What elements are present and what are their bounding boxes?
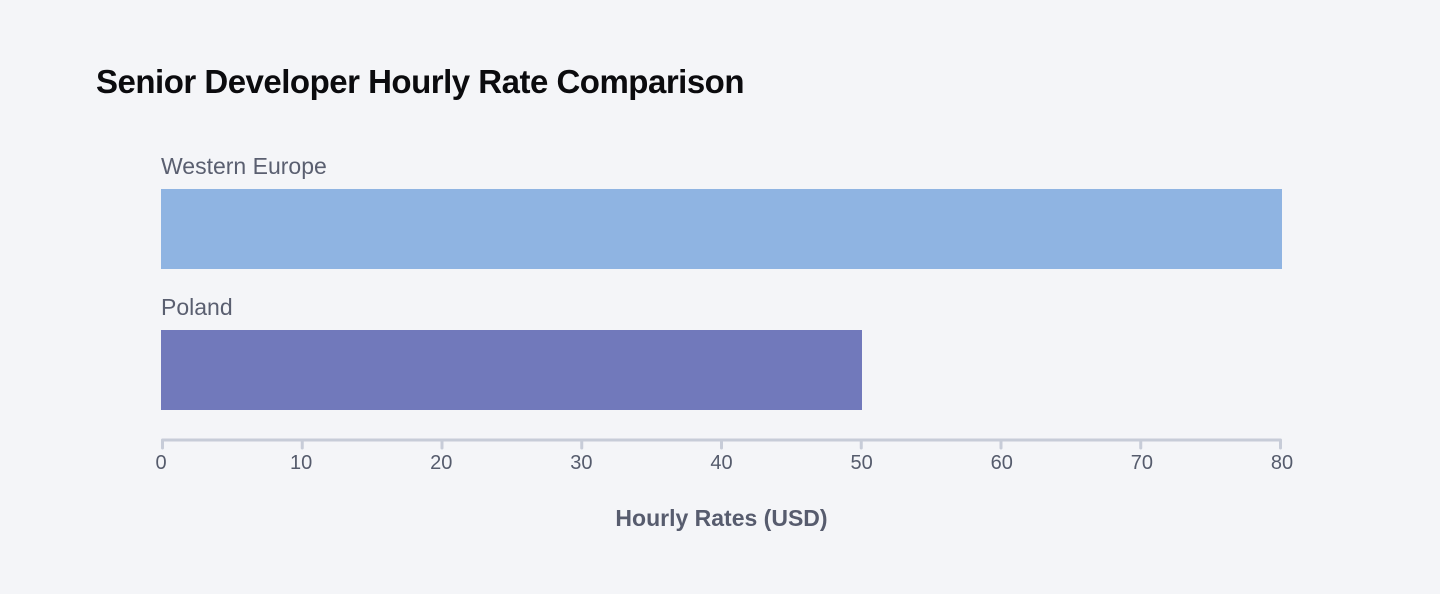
chart-title: Senior Developer Hourly Rate Comparison: [96, 63, 745, 100]
x-tick-label-60: 60: [990, 452, 1013, 474]
bar-poland: [161, 330, 862, 410]
x-axis-title: Hourly Rates (USD): [615, 505, 828, 531]
x-axis-path: [161, 438, 1282, 450]
x-tick-label-70: 70: [1130, 452, 1153, 474]
x-tick-label-50: 50: [850, 452, 873, 474]
x-tick-label-0: 0: [155, 452, 167, 474]
bars-container: Western Europe Poland: [161, 151, 1282, 410]
bar-label-western-europe: Western Europe: [161, 153, 327, 179]
x-tick-label-20: 20: [430, 452, 453, 474]
x-tick-label-40: 40: [710, 452, 733, 474]
x-tick-label-30: 30: [570, 452, 593, 474]
bar-western-europe: [161, 189, 1282, 269]
x-axis-line: [161, 438, 1282, 450]
x-tick-label-10: 10: [290, 452, 313, 474]
bar-label-poland: Poland: [161, 294, 233, 320]
bar-chart: Western Europe Poland 0 10 20 30 40 50 60 70 80 H…: [155, 151, 1293, 531]
x-tick-label-80: 80: [1270, 452, 1294, 474]
x-axis-tick-labels: 0 10 20 30 40 50 60 70 80: [155, 452, 1293, 474]
